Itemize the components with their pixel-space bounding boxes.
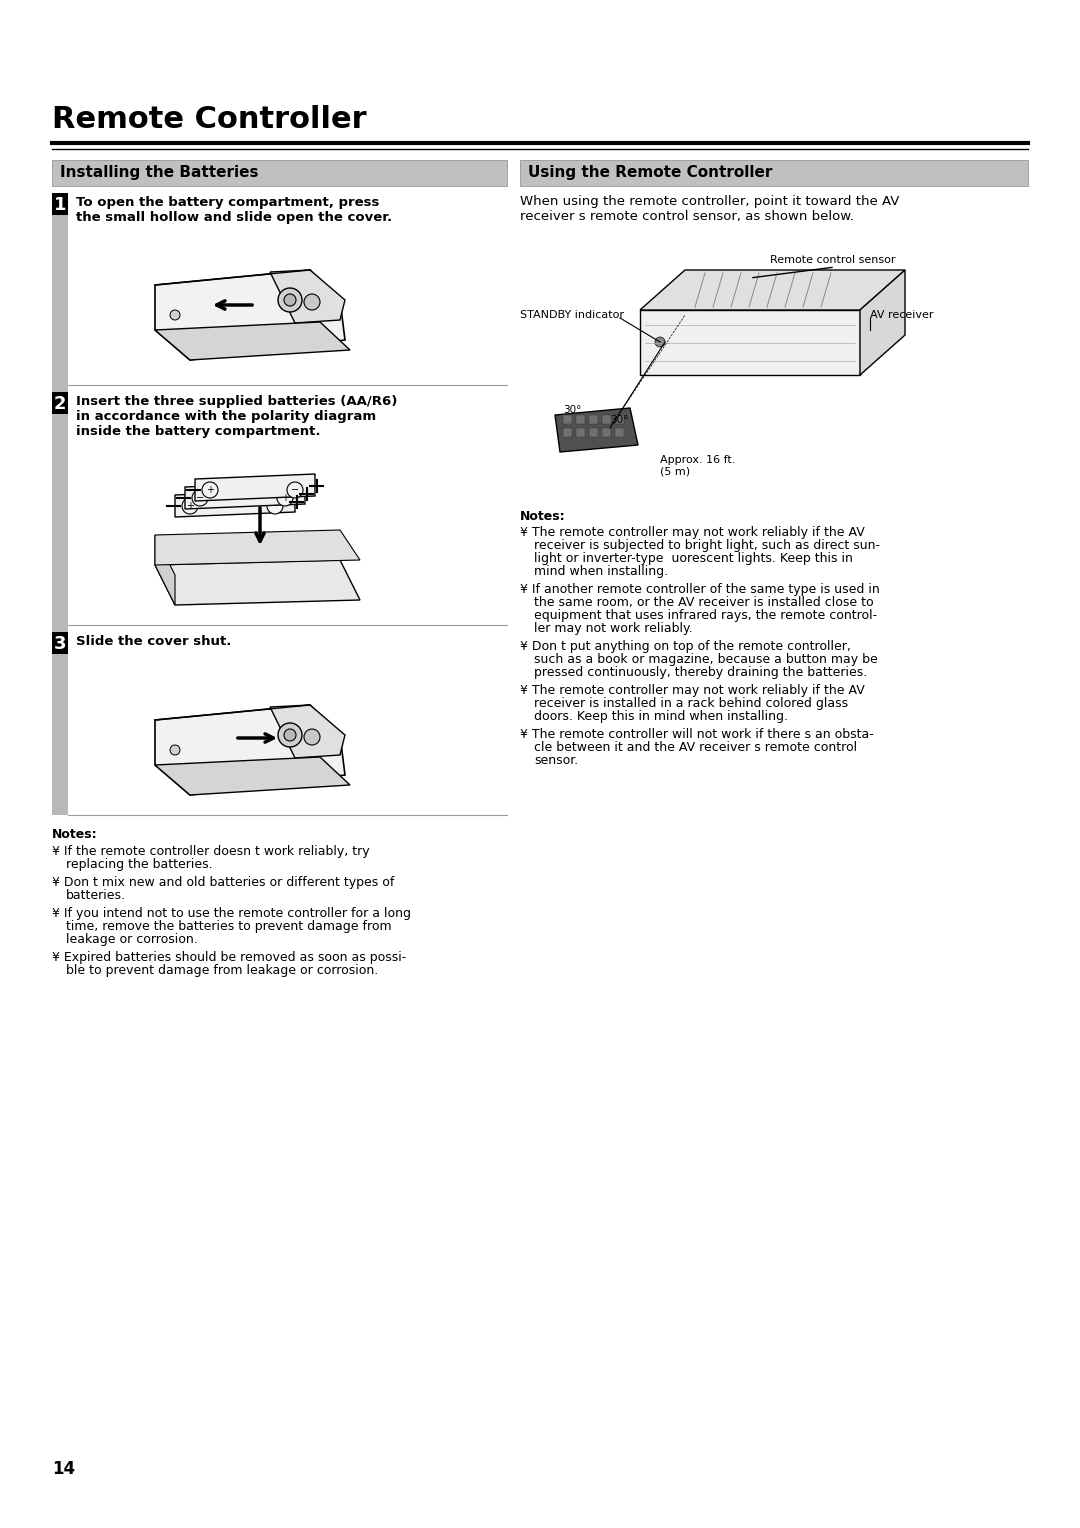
Text: ¥ If another remote controller of the same type is used in: ¥ If another remote controller of the sa… <box>519 584 880 596</box>
Text: 30°: 30° <box>563 405 581 416</box>
Text: ¥ Don t put anything on top of the remote controller,: ¥ Don t put anything on top of the remot… <box>519 640 851 652</box>
FancyBboxPatch shape <box>52 193 68 814</box>
Text: doors. Keep this in mind when installing.: doors. Keep this in mind when installing… <box>534 711 788 723</box>
Circle shape <box>276 490 293 506</box>
Text: +: + <box>186 501 194 510</box>
Polygon shape <box>195 474 315 501</box>
Text: ¥ The remote controller will not work if there s an obsta-: ¥ The remote controller will not work if… <box>519 727 874 741</box>
Text: mind when installing.: mind when installing. <box>534 565 669 578</box>
FancyBboxPatch shape <box>563 428 572 437</box>
Text: −: − <box>291 484 299 495</box>
Text: 14: 14 <box>52 1459 76 1478</box>
FancyBboxPatch shape <box>615 428 624 437</box>
Text: 2: 2 <box>54 396 66 413</box>
FancyBboxPatch shape <box>602 428 611 437</box>
FancyBboxPatch shape <box>52 160 507 186</box>
Text: Using the Remote Controller: Using the Remote Controller <box>528 165 772 180</box>
Polygon shape <box>156 756 350 795</box>
Text: pressed continuously, thereby draining the batteries.: pressed continuously, thereby draining t… <box>534 666 867 678</box>
FancyBboxPatch shape <box>52 393 68 414</box>
FancyBboxPatch shape <box>589 428 598 437</box>
FancyBboxPatch shape <box>52 193 68 215</box>
Polygon shape <box>640 270 905 310</box>
Text: To open the battery compartment, press
the small hollow and slide open the cover: To open the battery compartment, press t… <box>76 196 392 225</box>
FancyBboxPatch shape <box>576 428 585 437</box>
FancyBboxPatch shape <box>589 416 598 423</box>
Circle shape <box>284 293 296 306</box>
Polygon shape <box>156 270 345 361</box>
Text: Approx. 16 ft.
(5 m): Approx. 16 ft. (5 m) <box>660 455 735 477</box>
FancyBboxPatch shape <box>602 416 611 423</box>
FancyBboxPatch shape <box>615 416 624 423</box>
Text: +: + <box>206 484 214 495</box>
Text: Notes:: Notes: <box>519 510 566 523</box>
Circle shape <box>303 729 320 746</box>
Text: ¥ If the remote controller doesn t work reliably, try: ¥ If the remote controller doesn t work … <box>52 845 369 859</box>
FancyBboxPatch shape <box>52 633 68 654</box>
Polygon shape <box>156 530 360 565</box>
Text: the same room, or the AV receiver is installed close to: the same room, or the AV receiver is ins… <box>534 596 874 610</box>
Text: AV receiver: AV receiver <box>870 310 933 319</box>
Text: ¥ Don t mix new and old batteries or different types of: ¥ Don t mix new and old batteries or dif… <box>52 876 394 889</box>
Polygon shape <box>555 408 638 452</box>
FancyBboxPatch shape <box>519 160 1028 186</box>
Text: such as a book or magazine, because a button may be: such as a book or magazine, because a bu… <box>534 652 878 666</box>
Text: Remote control sensor: Remote control sensor <box>770 255 895 264</box>
Text: ¥ Expired batteries should be removed as soon as possi-: ¥ Expired batteries should be removed as… <box>52 950 406 964</box>
Polygon shape <box>270 270 345 322</box>
Text: equipment that uses infrared rays, the remote control-: equipment that uses infrared rays, the r… <box>534 610 877 622</box>
Circle shape <box>284 729 296 741</box>
Text: leakage or corrosion.: leakage or corrosion. <box>66 934 198 946</box>
Text: Notes:: Notes: <box>52 828 97 840</box>
Polygon shape <box>185 481 305 509</box>
Text: batteries.: batteries. <box>66 889 126 902</box>
Text: ¥ The remote controller may not work reliably if the AV: ¥ The remote controller may not work rel… <box>519 526 865 539</box>
Circle shape <box>267 498 283 513</box>
Text: STANDBY indicator: STANDBY indicator <box>519 310 624 319</box>
Text: +: + <box>281 494 289 503</box>
Text: ble to prevent damage from leakage or corrosion.: ble to prevent damage from leakage or co… <box>66 964 378 976</box>
Text: Insert the three supplied batteries (AA/R6)
in accordance with the polarity diag: Insert the three supplied batteries (AA/… <box>76 396 397 439</box>
Polygon shape <box>156 559 360 605</box>
Text: 1: 1 <box>54 196 66 214</box>
Polygon shape <box>270 704 345 758</box>
Text: sensor.: sensor. <box>534 753 578 767</box>
Text: receiver is subjected to bright light, such as direct sun-: receiver is subjected to bright light, s… <box>534 539 880 552</box>
Circle shape <box>654 338 665 347</box>
Circle shape <box>278 723 302 747</box>
Text: ¥ If you intend not to use the remote controller for a long: ¥ If you intend not to use the remote co… <box>52 908 411 920</box>
Circle shape <box>183 498 198 513</box>
Polygon shape <box>640 310 860 374</box>
Text: 30°: 30° <box>610 416 629 425</box>
Text: 3: 3 <box>54 636 66 652</box>
Text: cle between it and the AV receiver s remote control: cle between it and the AV receiver s rem… <box>534 741 858 753</box>
Circle shape <box>278 287 302 312</box>
Circle shape <box>192 490 208 506</box>
Text: ler may not work reliably.: ler may not work reliably. <box>534 622 692 636</box>
Text: Remote Controller: Remote Controller <box>52 105 366 134</box>
Text: Installing the Batteries: Installing the Batteries <box>60 165 258 180</box>
FancyBboxPatch shape <box>563 416 572 423</box>
Text: When using the remote controller, point it toward the AV
receiver s remote contr: When using the remote controller, point … <box>519 196 900 223</box>
Circle shape <box>303 293 320 310</box>
Circle shape <box>170 746 180 755</box>
Circle shape <box>287 481 303 498</box>
Text: Slide the cover shut.: Slide the cover shut. <box>76 636 231 648</box>
Polygon shape <box>156 322 350 361</box>
Text: replacing the batteries.: replacing the batteries. <box>66 859 213 871</box>
Circle shape <box>170 310 180 319</box>
Text: light or inverter-type  uorescent lights. Keep this in: light or inverter-type uorescent lights.… <box>534 552 853 565</box>
FancyBboxPatch shape <box>576 416 585 423</box>
Polygon shape <box>156 704 345 795</box>
Text: receiver is installed in a rack behind colored glass: receiver is installed in a rack behind c… <box>534 697 848 711</box>
Text: −: − <box>195 494 204 503</box>
Polygon shape <box>860 270 905 374</box>
Text: time, remove the batteries to prevent damage from: time, remove the batteries to prevent da… <box>66 920 392 934</box>
Text: ¥ The remote controller may not work reliably if the AV: ¥ The remote controller may not work rel… <box>519 685 865 697</box>
Polygon shape <box>156 535 175 605</box>
Circle shape <box>202 481 218 498</box>
Text: −: − <box>271 501 279 510</box>
Polygon shape <box>175 490 295 516</box>
